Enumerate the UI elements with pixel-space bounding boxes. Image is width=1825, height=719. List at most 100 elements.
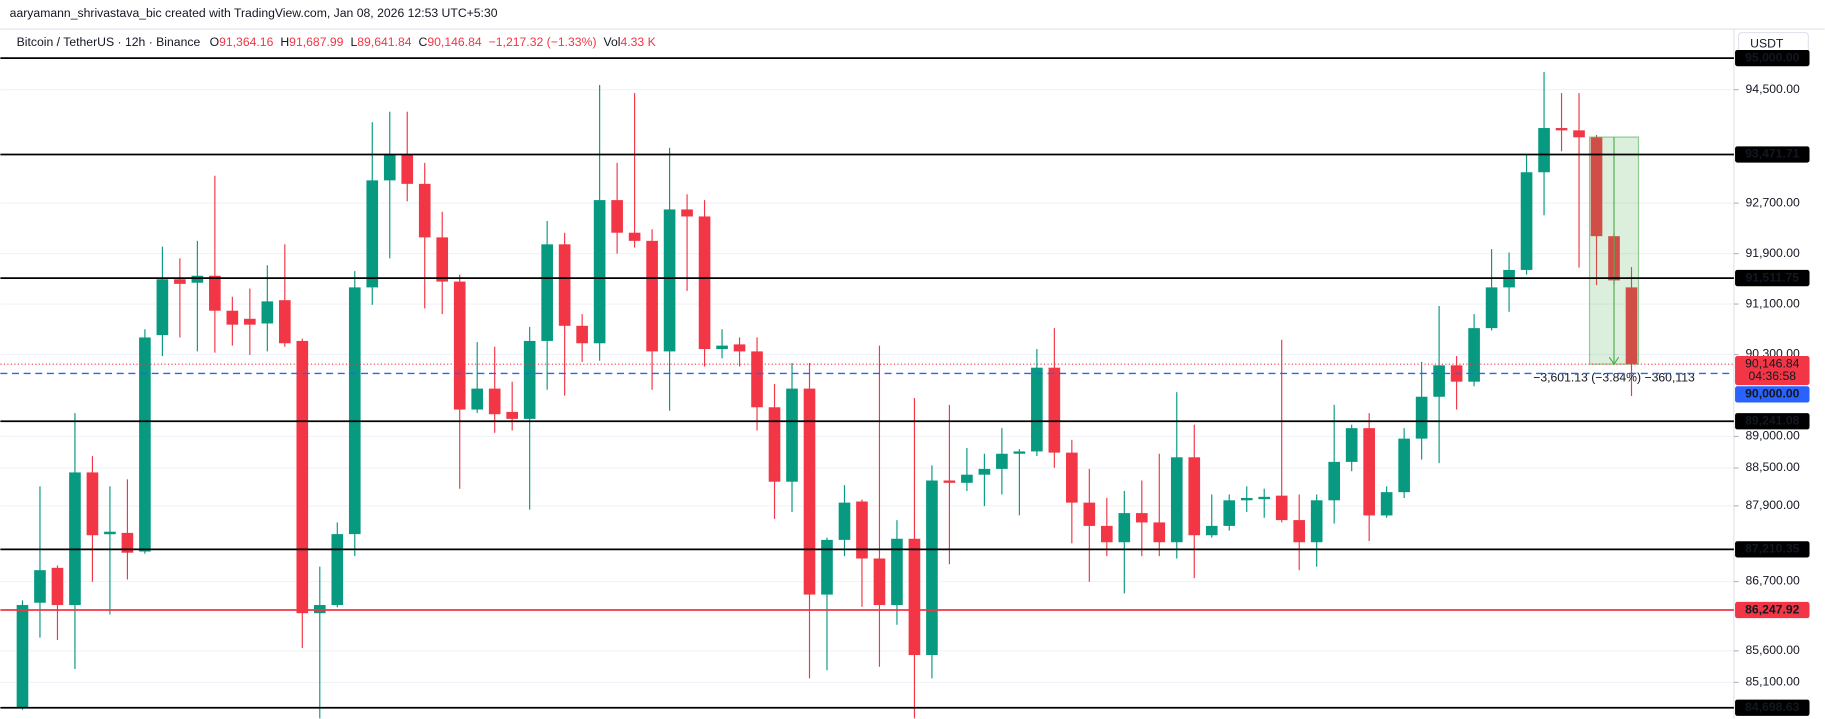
candle-body bbox=[261, 301, 274, 324]
candle-body bbox=[558, 244, 571, 326]
price-label: 86,247.92 bbox=[1745, 602, 1800, 616]
candle-body bbox=[1083, 502, 1096, 526]
candle-body bbox=[1240, 497, 1253, 501]
candle-body bbox=[1520, 172, 1533, 270]
candle-body bbox=[1573, 130, 1585, 138]
price-label: 91,511.75 bbox=[1745, 270, 1799, 284]
symbol-line: Bitcoin / TetherUS · 12h · Binance O91,36… bbox=[17, 35, 656, 49]
candle-body bbox=[1135, 513, 1148, 523]
candle-body bbox=[1031, 367, 1043, 452]
candle-body bbox=[1485, 287, 1498, 329]
change: −1,217.32 (−1.33%) bbox=[489, 35, 597, 49]
candle-body bbox=[471, 388, 484, 410]
candle-body bbox=[1433, 365, 1445, 397]
ohlc-key: C bbox=[419, 35, 428, 49]
candle-body bbox=[69, 472, 81, 606]
candle-body bbox=[1066, 452, 1078, 503]
ohlc-value: 90,146.84 bbox=[427, 35, 482, 49]
symbol: Bitcoin / TetherUS · 12h · Binance bbox=[17, 35, 201, 49]
candle-body bbox=[1345, 428, 1358, 462]
candle-body bbox=[576, 325, 588, 344]
price-label: 84,698.63 bbox=[1745, 700, 1800, 714]
y-tick-label: 92,700.00 bbox=[1746, 195, 1801, 209]
candle-body bbox=[996, 453, 1008, 469]
candle-body bbox=[698, 216, 711, 350]
price-label-box bbox=[1735, 49, 1810, 67]
candle-body bbox=[1223, 500, 1236, 526]
countdown: 04:36:58 bbox=[1749, 369, 1797, 383]
y-tick-label: 85,100.00 bbox=[1746, 675, 1801, 689]
candle-body bbox=[1205, 525, 1218, 536]
ohlc-value: 89,641.84 bbox=[357, 35, 412, 49]
candle-body bbox=[908, 538, 921, 656]
candle-body bbox=[1101, 525, 1113, 543]
candle-body bbox=[838, 502, 851, 540]
candle-body bbox=[86, 472, 99, 536]
candle-body bbox=[121, 532, 134, 553]
candle-body bbox=[1380, 492, 1393, 516]
candle-body bbox=[1555, 128, 1568, 131]
candle-body bbox=[1293, 520, 1306, 543]
candle-body bbox=[663, 209, 676, 352]
y-tick-label: 87,900.00 bbox=[1746, 498, 1801, 512]
candle-body bbox=[541, 244, 553, 341]
ohlc-key: H bbox=[280, 35, 289, 49]
price-label-box bbox=[1735, 601, 1810, 619]
candle-body bbox=[768, 407, 781, 482]
candle-body bbox=[1153, 522, 1166, 543]
candle-body bbox=[646, 240, 658, 352]
candles bbox=[16, 72, 1638, 719]
candle-body bbox=[523, 340, 536, 419]
ohlc-value: 91,364.16 bbox=[219, 35, 274, 49]
candle-body bbox=[16, 605, 29, 708]
y-tick-label: 91,900.00 bbox=[1746, 246, 1801, 260]
candle-body bbox=[751, 351, 763, 408]
y-tick-label: 91,100.00 bbox=[1746, 296, 1801, 310]
candle-body bbox=[1363, 428, 1375, 516]
candle-body bbox=[383, 154, 396, 181]
candle-body bbox=[1118, 513, 1131, 543]
candle-body bbox=[1538, 128, 1550, 173]
volume-key: Vol bbox=[603, 35, 620, 49]
price-label-box bbox=[1735, 413, 1810, 430]
candle-body bbox=[34, 570, 46, 603]
price-label: 93,471.71 bbox=[1745, 147, 1800, 161]
candle-body bbox=[1188, 457, 1201, 536]
candle-body bbox=[943, 480, 956, 483]
candle-body bbox=[313, 605, 326, 614]
candle-body bbox=[1258, 496, 1271, 500]
ohlc-value: 91,687.99 bbox=[289, 35, 344, 49]
candle-body bbox=[1013, 451, 1026, 454]
y-tick-label: 88,500.00 bbox=[1746, 460, 1801, 474]
candle-body bbox=[926, 480, 938, 656]
candle-body bbox=[278, 300, 291, 344]
candle-body bbox=[961, 474, 973, 483]
candle-body bbox=[436, 237, 449, 282]
candle-body bbox=[821, 539, 833, 595]
candle-body bbox=[1398, 438, 1410, 493]
price-label-box bbox=[1735, 269, 1810, 287]
candle-body bbox=[681, 209, 693, 217]
candle-body bbox=[1310, 500, 1323, 543]
measure-label: −3,601.13 (−3.84%) −360,113 bbox=[1533, 370, 1695, 384]
currency-label: USDT bbox=[1750, 36, 1784, 50]
candle-body bbox=[453, 281, 466, 410]
candle-body bbox=[1170, 457, 1183, 543]
candle-body bbox=[139, 337, 151, 552]
price-label: 87,210.35 bbox=[1745, 542, 1800, 556]
price-label: 89,241.08 bbox=[1745, 413, 1800, 427]
price-label-box bbox=[1735, 386, 1810, 403]
candle-body bbox=[244, 318, 256, 325]
candle-body bbox=[873, 558, 886, 606]
candle-body bbox=[209, 275, 221, 311]
candle-body bbox=[1328, 461, 1340, 501]
candle-body bbox=[733, 344, 746, 352]
candle-body bbox=[1590, 137, 1603, 237]
candle-body bbox=[628, 232, 641, 241]
candle-body bbox=[1468, 328, 1480, 382]
candle-body bbox=[593, 200, 606, 344]
y-tick-label: 86,700.00 bbox=[1746, 574, 1801, 588]
candle-body bbox=[488, 388, 501, 415]
